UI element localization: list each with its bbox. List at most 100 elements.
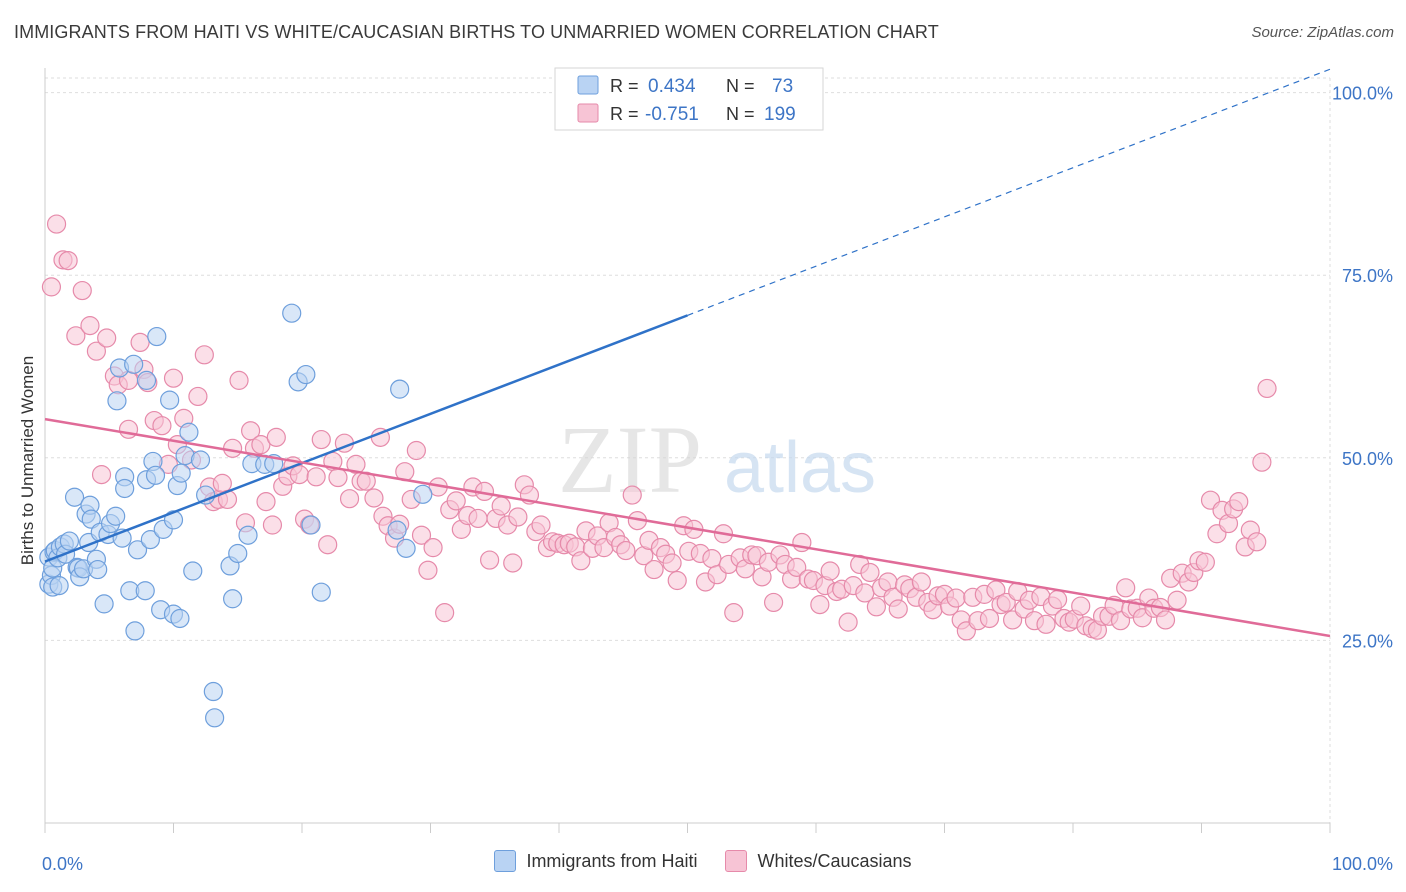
whites-point-5 [72, 280, 92, 301]
whites-point-66 [418, 560, 438, 580]
whites-point-52 [339, 489, 360, 509]
legend-box [554, 67, 824, 131]
whites-point-116 [702, 548, 722, 569]
haiti-point-56 [190, 450, 211, 470]
whites-point-181 [1071, 596, 1091, 616]
legend-swatch-haiti [577, 75, 599, 95]
haiti-point-38 [135, 581, 155, 601]
whites-point-6 [80, 316, 100, 336]
whites-point-109 [662, 553, 682, 573]
haiti-point-44 [147, 326, 167, 347]
legend-label-whites: Whites/Caucasians [757, 850, 912, 871]
bottom-legend: Immigrants from Haiti Whites/Caucasians [0, 850, 1406, 872]
haiti-point-33 [115, 478, 135, 499]
legend-r-value-whites: -0.751 [645, 104, 699, 125]
whites-point-24 [188, 386, 208, 407]
whites-trend-line [44, 417, 1331, 638]
haiti-point-61 [223, 589, 243, 609]
x-tick-label-0: 0.0% [42, 854, 83, 874]
whites-point-145 [866, 597, 886, 617]
whites-point-203 [1195, 552, 1215, 572]
whites-point-1 [46, 214, 67, 234]
whites-point-69 [435, 603, 455, 623]
haiti-point-58 [203, 681, 223, 702]
whites-point-77 [480, 550, 500, 570]
haiti-trend-line [44, 314, 688, 563]
whites-point-20 [163, 368, 184, 388]
haiti-point-62 [228, 543, 248, 564]
haiti-point-55 [183, 561, 203, 581]
whites-point-196 [1155, 610, 1176, 630]
haiti-trend-extension [687, 68, 1331, 316]
haiti-point-39 [136, 370, 157, 390]
whites-point-102 [622, 485, 642, 505]
whites-point-127 [763, 592, 784, 613]
whites-point-177 [1047, 589, 1068, 610]
legend-item-whites[interactable]: Whites/Caucasians [725, 850, 912, 872]
legend-n-label-whites: N = [726, 104, 755, 124]
legend-n-value-whites: 199 [764, 104, 796, 125]
whites-point-39 [266, 427, 286, 447]
legend-item-haiti[interactable]: Immigrants from Haiti [494, 850, 697, 872]
legend-n-value-haiti: 73 [772, 76, 793, 97]
whites-point-212 [1247, 532, 1267, 552]
whites-point-189 [1116, 578, 1136, 598]
whites-point-153 [911, 572, 931, 592]
whites-point-137 [820, 561, 840, 581]
whites-point-101 [616, 540, 636, 561]
haiti-points [39, 83, 613, 728]
whites-point-18 [152, 416, 172, 436]
haiti-point-13 [64, 487, 85, 507]
whites-point-198 [1167, 590, 1187, 610]
whites-point-209 [1229, 492, 1249, 512]
haiti-point-28 [106, 506, 126, 526]
haiti-point-52 [171, 463, 191, 483]
y-tick-label-0: 25.0% [1342, 631, 1393, 651]
whites-point-46 [306, 467, 326, 487]
y-tick-label-3: 100.0% [1332, 84, 1393, 104]
haiti-point-70 [301, 515, 321, 535]
whites-point-93 [571, 551, 591, 571]
whites-point-175 [1036, 614, 1056, 634]
whites-point-65 [411, 525, 432, 545]
whites-point-7 [86, 341, 107, 361]
whites-point-3 [58, 250, 78, 271]
haiti-point-74 [396, 538, 416, 558]
whites-point-120 [724, 603, 744, 623]
whites-point-135 [810, 595, 830, 615]
whites-point-36 [251, 435, 271, 455]
legend-label-haiti: Immigrants from Haiti [526, 850, 698, 871]
haiti-point-35 [124, 354, 144, 374]
legend-swatch-whites [725, 850, 748, 872]
whites-point-81 [503, 553, 523, 573]
haiti-point-36 [125, 621, 145, 641]
whites-point-149 [888, 599, 908, 619]
haiti-point-67 [282, 303, 302, 323]
whites-point-31 [223, 438, 243, 458]
x-tick-labels: 0.0% 100.0% [42, 854, 1393, 874]
legend-n-label-haiti: N = [726, 76, 755, 96]
whites-point-86 [531, 515, 551, 535]
haiti-point-71 [311, 582, 331, 602]
haiti-point-29 [107, 391, 127, 411]
whites-point-50 [328, 467, 348, 488]
whites-point-165 [979, 608, 1000, 629]
haiti-point-23 [88, 559, 108, 580]
watermark: ZIP atlas [558, 406, 876, 513]
haiti-point-8 [49, 576, 69, 596]
legend-r-label-whites: R = [610, 104, 639, 124]
haiti-point-48 [163, 510, 184, 530]
whites-point-67 [423, 538, 443, 558]
whites-point-79 [491, 496, 511, 516]
whites-point-56 [364, 488, 384, 508]
trend-lines [44, 68, 1331, 638]
whites-point-214 [1257, 378, 1277, 399]
y-tick-label-1: 50.0% [1342, 449, 1393, 469]
haiti-point-73 [390, 379, 410, 399]
watermark-atlas: atlas [724, 428, 876, 508]
whites-point-64 [406, 440, 426, 461]
whites-point-32 [229, 370, 249, 390]
whites-point-131 [787, 557, 807, 577]
whites-point-43 [289, 465, 310, 485]
